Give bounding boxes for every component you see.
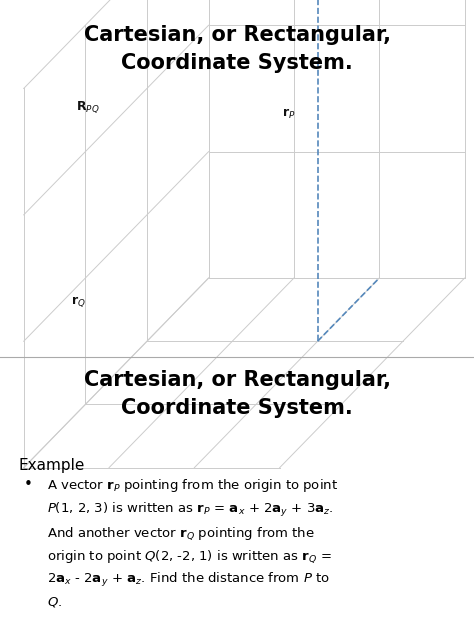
Text: $\mathbf{r}_P$: $\mathbf{r}_P$ bbox=[282, 107, 296, 121]
Text: Example: Example bbox=[19, 458, 85, 473]
Text: Cartesian, or Rectangular,
Coordinate System.: Cartesian, or Rectangular, Coordinate Sy… bbox=[83, 370, 391, 418]
Text: A vector $\mathbf{r}_P$ pointing from the origin to point
$P$(1, 2, 3) is writte: A vector $\mathbf{r}_P$ pointing from th… bbox=[47, 477, 338, 609]
Text: Cartesian, or Rectangular,
Coordinate System.: Cartesian, or Rectangular, Coordinate Sy… bbox=[83, 25, 391, 73]
Text: $\mathbf{R}_{PQ}$: $\mathbf{R}_{PQ}$ bbox=[76, 100, 100, 115]
Text: •: • bbox=[24, 477, 33, 492]
Text: $\mathbf{r}_Q$: $\mathbf{r}_Q$ bbox=[71, 294, 86, 308]
